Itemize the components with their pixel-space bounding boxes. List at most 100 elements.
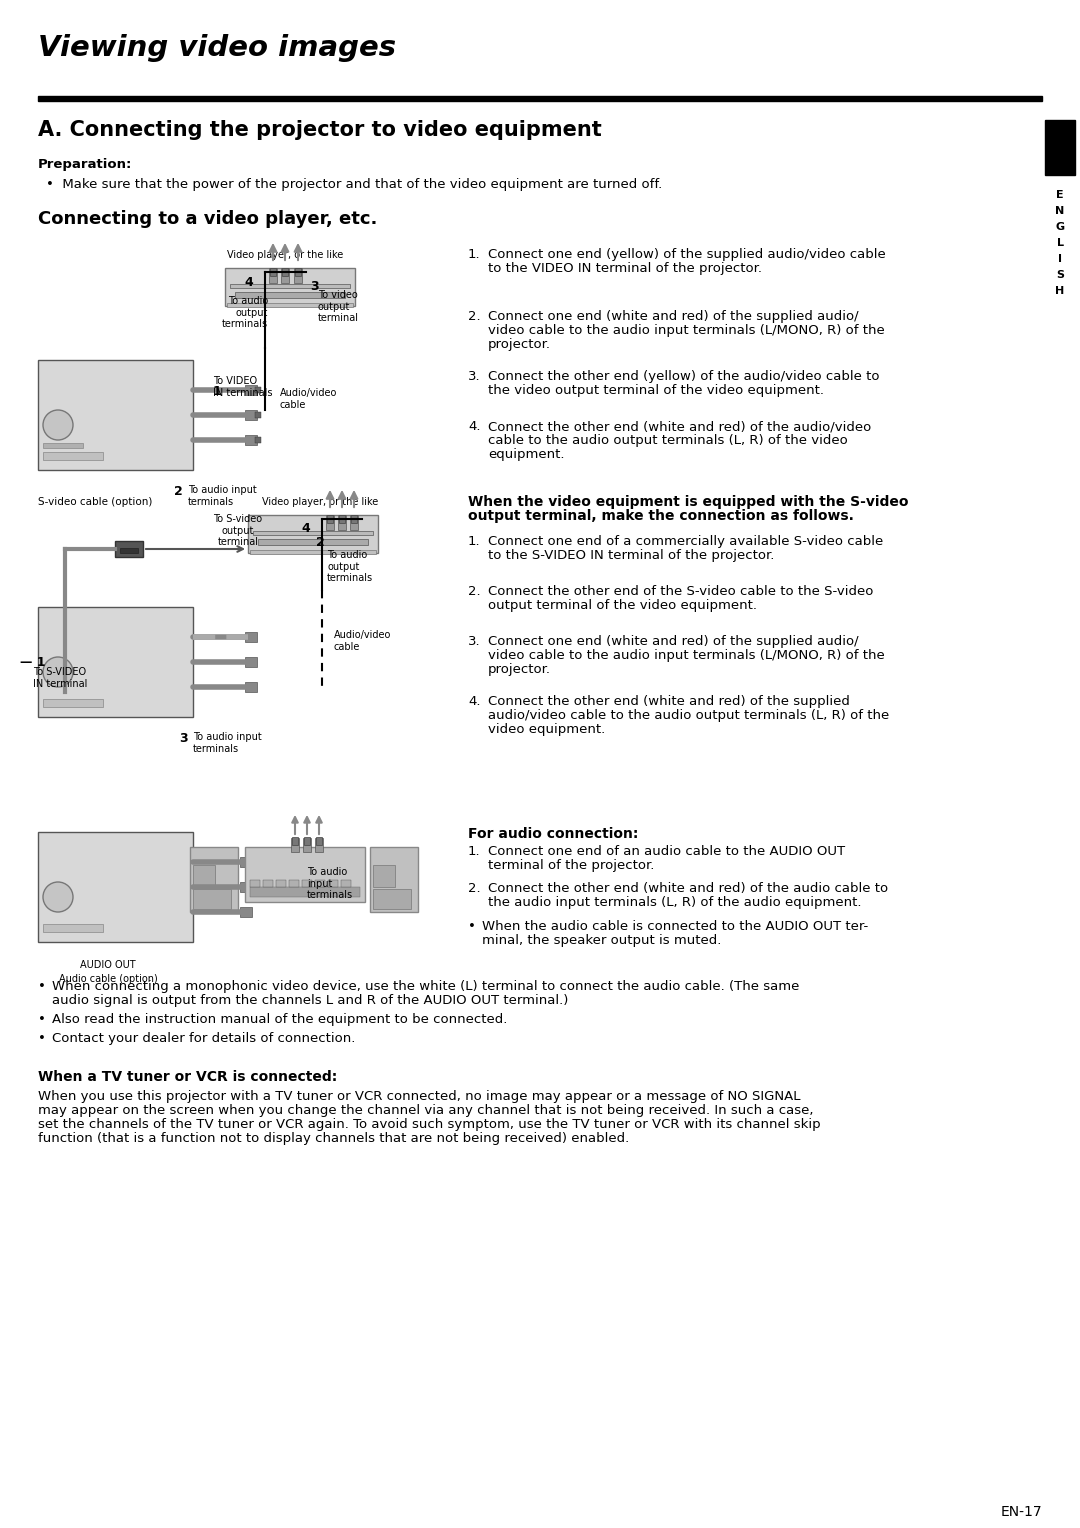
Text: 1.: 1. [468, 248, 481, 261]
Bar [245, 633, 257, 642]
Bar [258, 539, 368, 545]
Bar [373, 889, 411, 909]
Bar [193, 889, 231, 909]
Text: Audio cable (option): Audio cable (option) [58, 973, 158, 984]
Text: 2: 2 [174, 484, 183, 498]
Text: 4.: 4. [468, 695, 481, 707]
Text: •: • [468, 920, 476, 934]
Text: 3.: 3. [468, 370, 481, 384]
Bar [253, 532, 373, 535]
Bar [255, 437, 261, 443]
Text: Preparation:: Preparation: [38, 157, 133, 171]
Text: •: • [38, 979, 45, 993]
Text: To audio
input
terminals: To audio input terminals [307, 866, 353, 900]
Bar [295, 267, 301, 277]
Text: •  Make sure that the power of the projector and that of the video equipment are: • Make sure that the power of the projec… [46, 177, 662, 191]
Text: Connect one end (white and red) of the supplied audio/: Connect one end (white and red) of the s… [488, 310, 859, 322]
Text: 1.: 1. [468, 535, 481, 549]
Bar [230, 284, 350, 287]
Text: projector.: projector. [488, 663, 551, 675]
Text: Viewing video images: Viewing video images [38, 34, 396, 63]
Text: G: G [1055, 222, 1065, 232]
Text: When a TV tuner or VCR is connected:: When a TV tuner or VCR is connected: [38, 1070, 337, 1083]
Text: A. Connecting the projector to video equipment: A. Connecting the projector to video equ… [38, 121, 602, 141]
Circle shape [43, 657, 73, 688]
Bar [43, 924, 103, 932]
Text: cable to the audio output terminals (L, R) of the video: cable to the audio output terminals (L, … [488, 434, 848, 448]
Text: Connecting to a video player, etc.: Connecting to a video player, etc. [38, 209, 377, 228]
Bar [245, 385, 257, 396]
Text: Connect one end of an audio cable to the AUDIO OUT: Connect one end of an audio cable to the… [488, 845, 846, 859]
Text: Audio/video
cable: Audio/video cable [334, 630, 391, 651]
Text: Connect one end (white and red) of the supplied audio/: Connect one end (white and red) of the s… [488, 636, 859, 648]
Bar [269, 267, 276, 283]
Bar [370, 847, 418, 912]
Text: video cable to the audio input terminals (L/MONO, R) of the: video cable to the audio input terminals… [488, 324, 885, 338]
Bar [339, 515, 345, 523]
Text: Connect the other end of the S-video cable to the S-video: Connect the other end of the S-video cab… [488, 585, 874, 597]
Bar [303, 837, 311, 853]
Text: I: I [1058, 254, 1062, 264]
Text: •: • [38, 1013, 45, 1025]
Bar [235, 292, 345, 298]
Bar [193, 865, 215, 886]
Text: 1: 1 [213, 385, 221, 397]
Text: the video output terminal of the video equipment.: the video output terminal of the video e… [488, 384, 824, 397]
Bar [43, 698, 103, 707]
Bar [114, 541, 143, 558]
Text: To audio
output
terminals: To audio output terminals [327, 550, 373, 584]
Text: Also read the instruction manual of the equipment to be connected.: Also read the instruction manual of the … [52, 1013, 508, 1025]
Bar [303, 837, 310, 845]
Bar [245, 435, 257, 445]
Bar [1045, 121, 1075, 176]
Bar [190, 847, 238, 912]
Bar [240, 882, 252, 892]
Text: Audio/video
cable: Audio/video cable [280, 388, 337, 410]
Text: 2.: 2. [468, 310, 481, 322]
Text: For audio connection:: For audio connection: [468, 827, 638, 840]
Text: When you use this projector with a TV tuner or VCR connected, no image may appea: When you use this projector with a TV tu… [38, 1089, 800, 1103]
Bar [316, 837, 322, 845]
Text: S: S [1056, 270, 1064, 280]
Text: 2: 2 [316, 536, 325, 550]
Text: L: L [1056, 238, 1064, 248]
Text: output terminal, make the connection as follows.: output terminal, make the connection as … [468, 509, 854, 523]
Bar [240, 908, 252, 917]
Text: To S-video
output
terminal: To S-video output terminal [214, 513, 262, 547]
Text: When the audio cable is connected to the AUDIO OUT ter-: When the audio cable is connected to the… [482, 920, 868, 934]
Text: set the channels of the TV tuner or VCR again. To avoid such symptom, use the TV: set the channels of the TV tuner or VCR … [38, 1118, 821, 1131]
Bar [292, 837, 298, 845]
Text: 3: 3 [179, 732, 188, 746]
Text: 1.: 1. [468, 845, 481, 859]
Bar [302, 880, 312, 886]
Text: function (that is a function not to display channels that are not being received: function (that is a function not to disp… [38, 1132, 630, 1144]
Text: H: H [1055, 286, 1065, 296]
Text: 4: 4 [301, 523, 310, 535]
Bar [249, 886, 360, 897]
Bar [338, 515, 346, 530]
Text: Connect the other end (white and red) of the audio cable to: Connect the other end (white and red) of… [488, 882, 888, 895]
Bar [341, 880, 351, 886]
Text: minal, the speaker output is muted.: minal, the speaker output is muted. [482, 934, 721, 947]
Text: video equipment.: video equipment. [488, 723, 605, 736]
Text: audio/video cable to the audio output terminals (L, R) of the: audio/video cable to the audio output te… [488, 709, 889, 723]
Bar [249, 550, 376, 555]
Bar [350, 515, 357, 530]
Text: Contact your dealer for details of connection.: Contact your dealer for details of conne… [52, 1031, 355, 1045]
Bar [315, 837, 323, 853]
Text: Connect the other end (yellow) of the audio/video cable to: Connect the other end (yellow) of the au… [488, 370, 879, 384]
Text: To S-VIDEO
IN terminal: To S-VIDEO IN terminal [33, 668, 87, 689]
Text: the audio input terminals (L, R) of the audio equipment.: the audio input terminals (L, R) of the … [488, 895, 862, 909]
Bar [245, 847, 365, 902]
Bar [255, 413, 261, 419]
Text: E: E [1056, 189, 1064, 200]
Text: Video player, or the like: Video player, or the like [261, 497, 378, 507]
Text: AUDIO OUT: AUDIO OUT [80, 960, 136, 970]
Bar [327, 515, 333, 523]
Bar [245, 410, 257, 420]
Text: 4: 4 [244, 275, 253, 289]
Text: To video
output
terminal: To video output terminal [318, 290, 359, 324]
Bar [245, 657, 257, 668]
Text: may appear on the screen when you change the channel via any channel that is not: may appear on the screen when you change… [38, 1105, 813, 1117]
Text: Connect the other end (white and red) of the supplied: Connect the other end (white and red) of… [488, 695, 850, 707]
